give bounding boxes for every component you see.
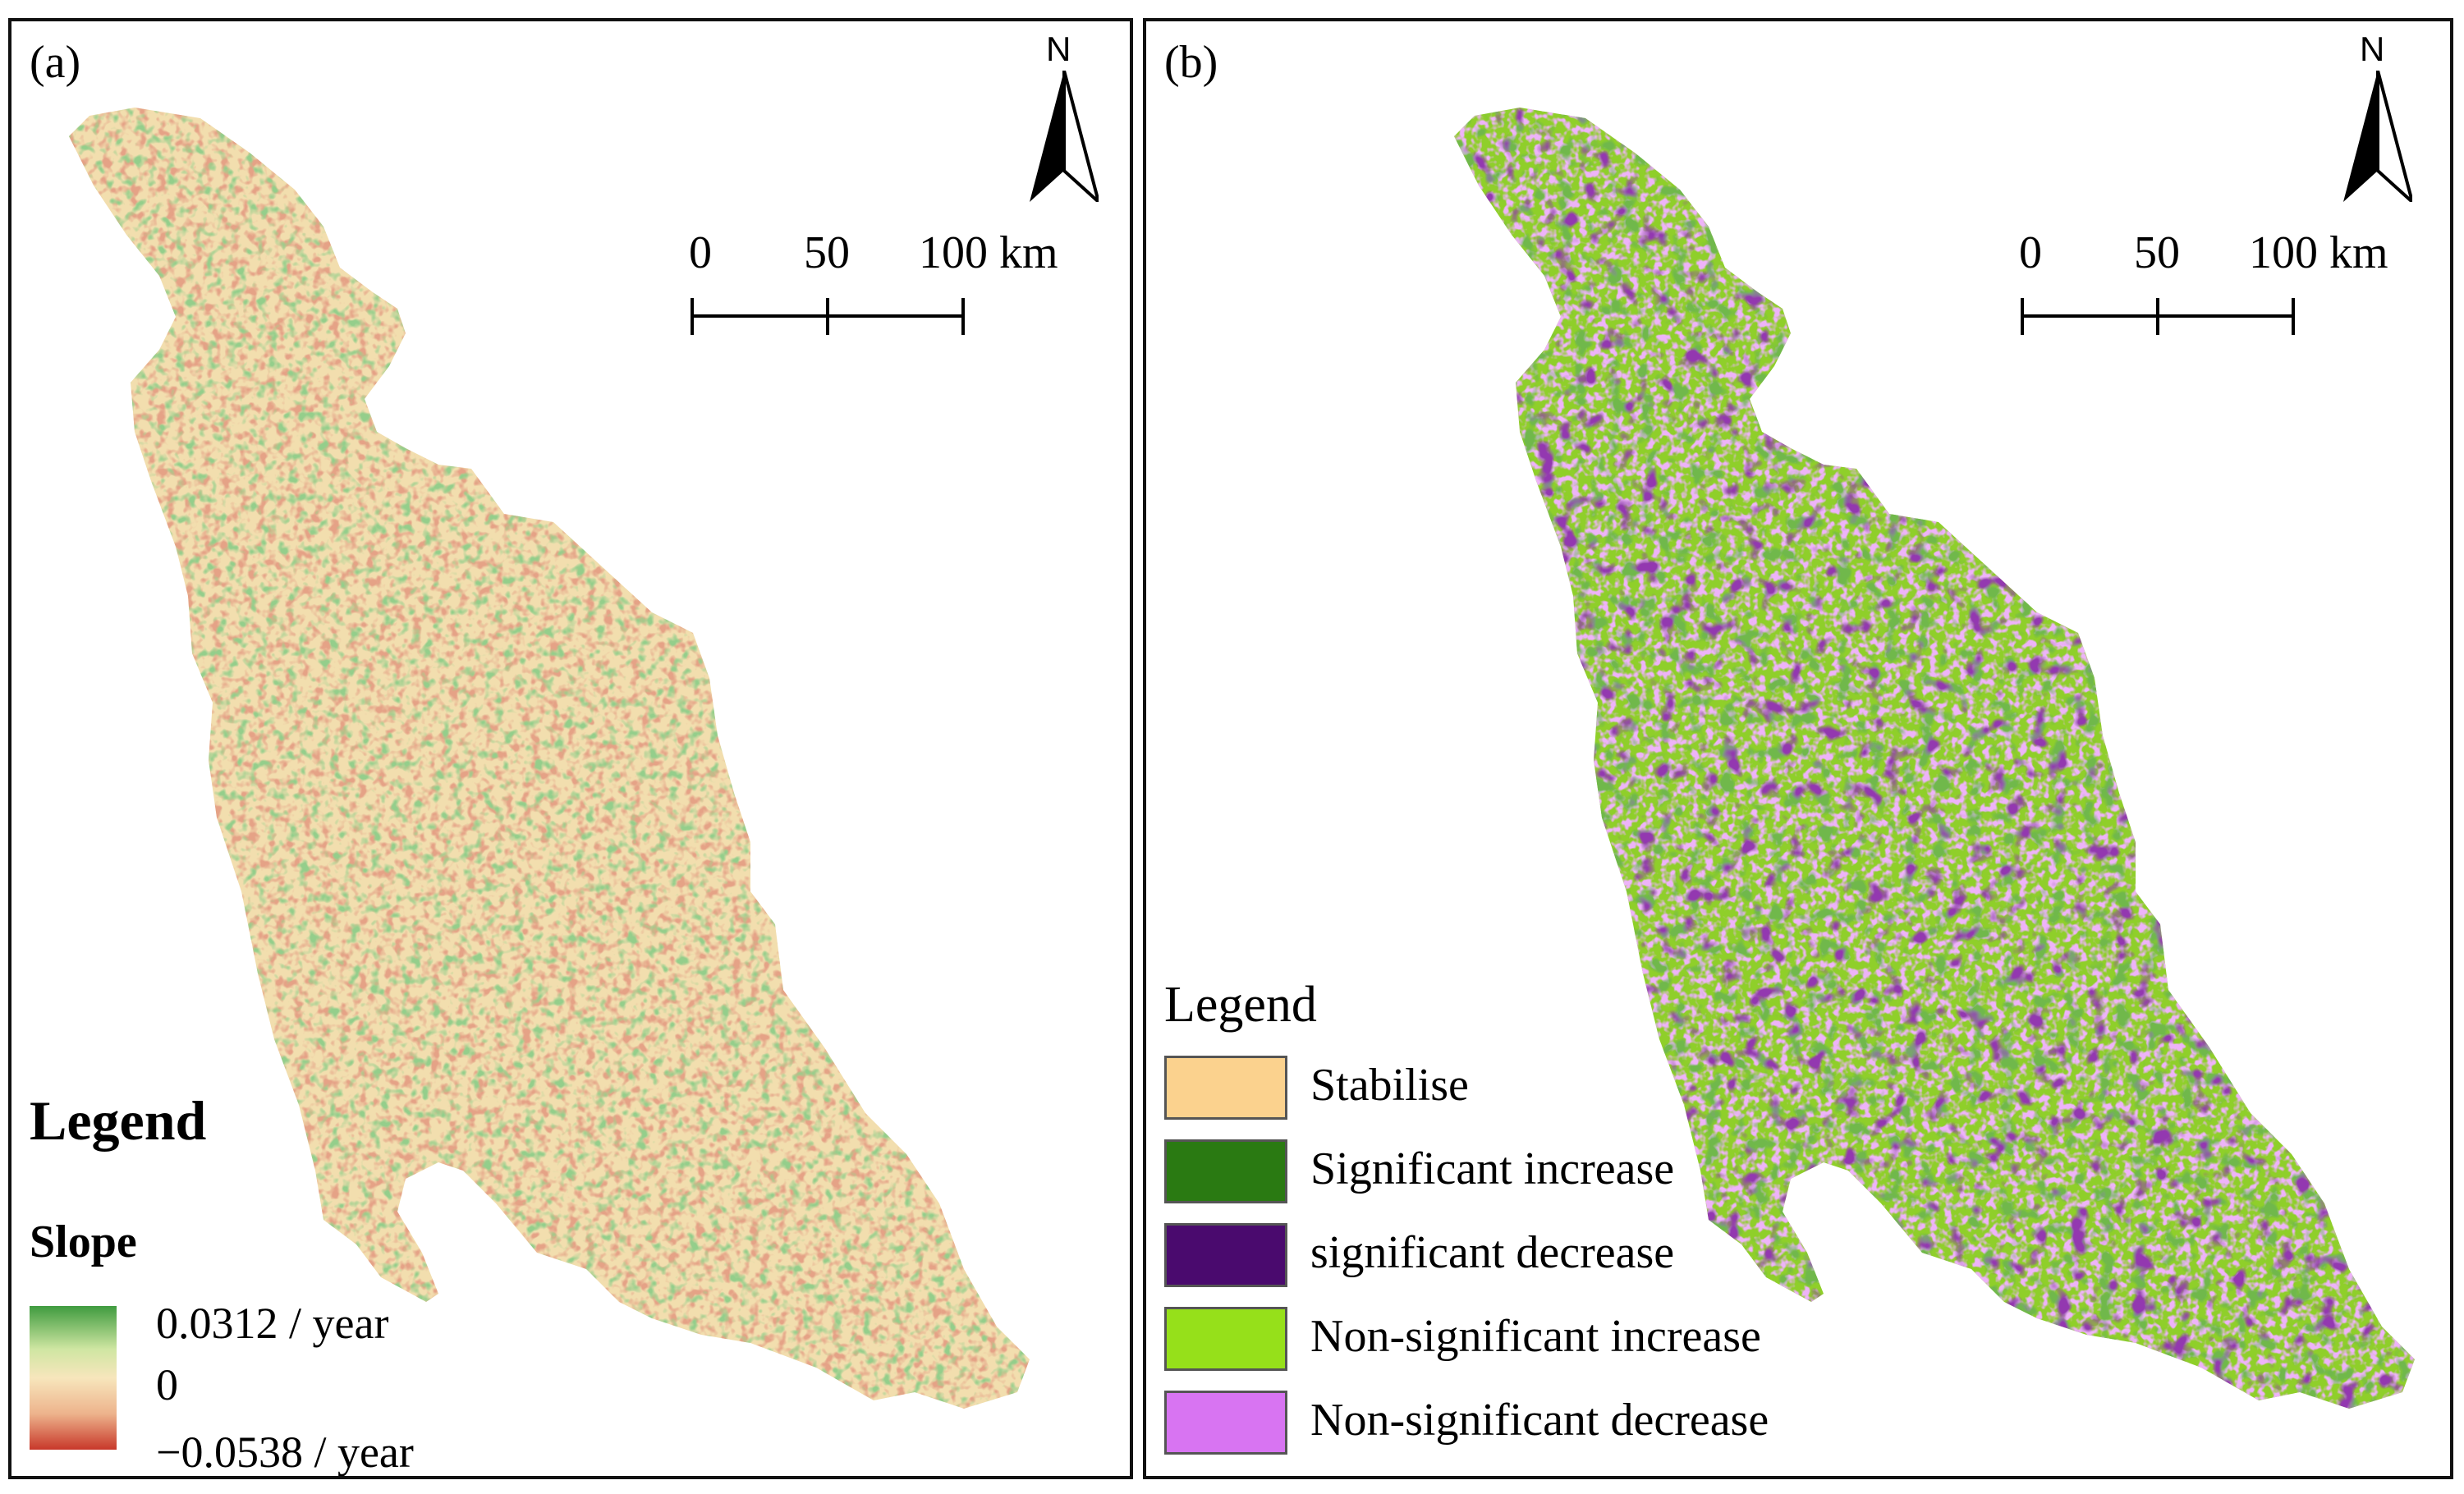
legend-title: Legend xyxy=(30,1089,207,1152)
legend-swatch xyxy=(1164,1223,1287,1287)
legend-label: Non-significant increase xyxy=(1310,1311,1761,1362)
slope-map-region xyxy=(69,108,1030,1409)
legend-swatch xyxy=(1164,1056,1287,1120)
scale-tick-100: 100 km xyxy=(2249,227,2388,278)
legend-swatch xyxy=(1164,1391,1287,1455)
scale-tick-0: 0 xyxy=(689,227,712,278)
panel-a-label: (a) xyxy=(30,37,81,88)
legend-label: significant decrease xyxy=(1310,1227,1675,1278)
ramp-mid-label: 0 xyxy=(156,1360,178,1409)
legend-title: Legend xyxy=(1164,977,1317,1033)
trend-map-region xyxy=(1454,108,2415,1409)
legend-label: Stabilise xyxy=(1310,1060,1469,1111)
panel-a-slope-map: (a) N 0 50 100 km xyxy=(8,18,1133,1479)
scale-tick-0: 0 xyxy=(2019,227,2042,278)
legend-swatch xyxy=(1164,1139,1287,1203)
panel-b-label: (b) xyxy=(1164,37,1218,88)
scale-tick-50: 50 xyxy=(2134,227,2180,278)
panel-b-trend-map: (b) N 0 50 10 xyxy=(1143,18,2453,1479)
ramp-max-label: 0.0312 / year xyxy=(156,1299,389,1348)
slope-color-ramp xyxy=(30,1306,117,1450)
legend-subtitle: Slope xyxy=(30,1217,137,1267)
legend-label: Non-significant decrease xyxy=(1310,1395,1769,1446)
scale-tick-100: 100 km xyxy=(919,227,1058,278)
legend-swatch xyxy=(1164,1307,1287,1371)
ramp-min-label: −0.0538 / year xyxy=(156,1428,414,1477)
legend-label: Significant increase xyxy=(1310,1143,1675,1194)
scale-tick-50: 50 xyxy=(804,227,850,278)
